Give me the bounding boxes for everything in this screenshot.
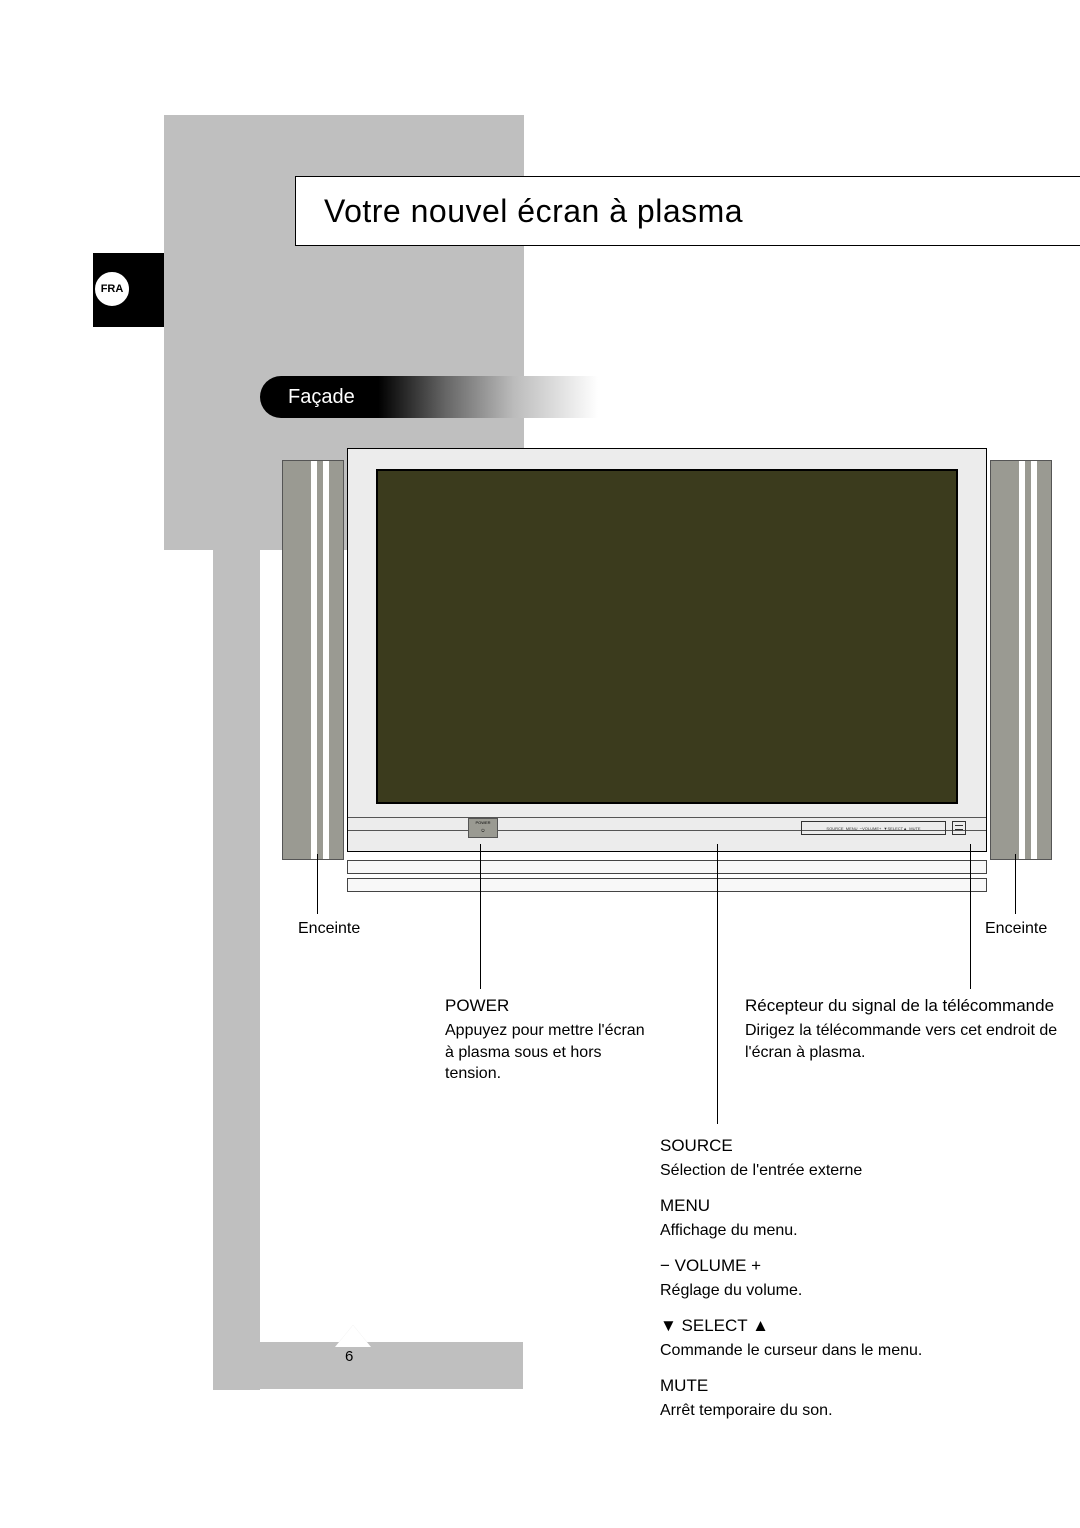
- tv-power-button: POWER⏻: [468, 818, 498, 838]
- label-select-body: Commande le curseur dans le menu.: [660, 1340, 1020, 1362]
- tv-speaker-left: [282, 460, 344, 860]
- label-select: ▼ SELECT ▲ Commande le curseur dans le m…: [660, 1315, 1020, 1362]
- label-volume: − VOLUME + Réglage du volume.: [660, 1255, 1020, 1302]
- label-receiver-heading: Récepteur du signal de la télécommande: [745, 995, 1080, 1018]
- lang-badge-text: FRA: [101, 283, 124, 295]
- label-enceinte-right: Enceinte: [985, 918, 1047, 940]
- label-menu-body: Affichage du menu.: [660, 1220, 1020, 1242]
- label-menu: MENU Affichage du menu.: [660, 1195, 1020, 1242]
- leader-line: [970, 844, 971, 989]
- lang-badge: FRA: [93, 270, 131, 308]
- label-volume-heading: − VOLUME +: [660, 1255, 1020, 1278]
- label-mute-heading: MUTE: [660, 1375, 1020, 1398]
- leader-line: [480, 844, 481, 989]
- layout-gray-left: [213, 550, 260, 1390]
- label-receiver-body: Dirigez la télécommande vers cet endroit…: [745, 1020, 1080, 1063]
- section-heading: Façade: [288, 386, 355, 409]
- label-enceinte-left: Enceinte: [298, 918, 360, 940]
- label-select-heading: ▼ SELECT ▲: [660, 1315, 1020, 1338]
- label-power-body: Appuyez pour mettre l'écran à plasma sou…: [445, 1020, 645, 1085]
- label-source: SOURCE Sélection de l'entrée externe: [660, 1135, 1020, 1182]
- tv-speaker-right: [990, 460, 1052, 860]
- label-power: POWER Appuyez pour mettre l'écran à plas…: [445, 995, 645, 1085]
- tv-screen: [376, 469, 958, 804]
- leader-line: [717, 844, 718, 1124]
- leader-line: [317, 854, 318, 914]
- label-menu-heading: MENU: [660, 1195, 1020, 1218]
- label-source-body: Sélection de l'entrée externe: [660, 1160, 1020, 1182]
- page-title: Votre nouvel écran à plasma: [324, 193, 743, 230]
- leader-line: [1015, 854, 1016, 914]
- section-heading-pill: Façade: [260, 376, 598, 418]
- page-number-triangle: [335, 1325, 371, 1347]
- tv-body: POWER⏻ SOURCE MENU −VOLUME+ ▼SELECT▲ MUT…: [347, 448, 987, 852]
- layout-gray-bottom: [213, 1342, 523, 1389]
- label-source-heading: SOURCE: [660, 1135, 1020, 1158]
- tv-ir-window: [952, 821, 966, 835]
- tv-stand: [347, 860, 987, 900]
- page-number: 6: [345, 1348, 353, 1365]
- label-power-heading: POWER: [445, 995, 645, 1018]
- tv-button-strip: SOURCE MENU −VOLUME+ ▼SELECT▲ MUTE: [801, 821, 946, 835]
- label-mute: MUTE Arrêt temporaire du son.: [660, 1375, 1020, 1422]
- tv-button-strip-text: SOURCE MENU −VOLUME+ ▼SELECT▲ MUTE: [826, 826, 920, 831]
- page-title-box: Votre nouvel écran à plasma: [295, 176, 1080, 246]
- label-receiver: Récepteur du signal de la télécommande D…: [745, 995, 1080, 1063]
- label-mute-body: Arrêt temporaire du son.: [660, 1400, 1020, 1422]
- tv-illustration: POWER⏻ SOURCE MENU −VOLUME+ ▼SELECT▲ MUT…: [282, 448, 1052, 908]
- label-volume-body: Réglage du volume.: [660, 1280, 1020, 1302]
